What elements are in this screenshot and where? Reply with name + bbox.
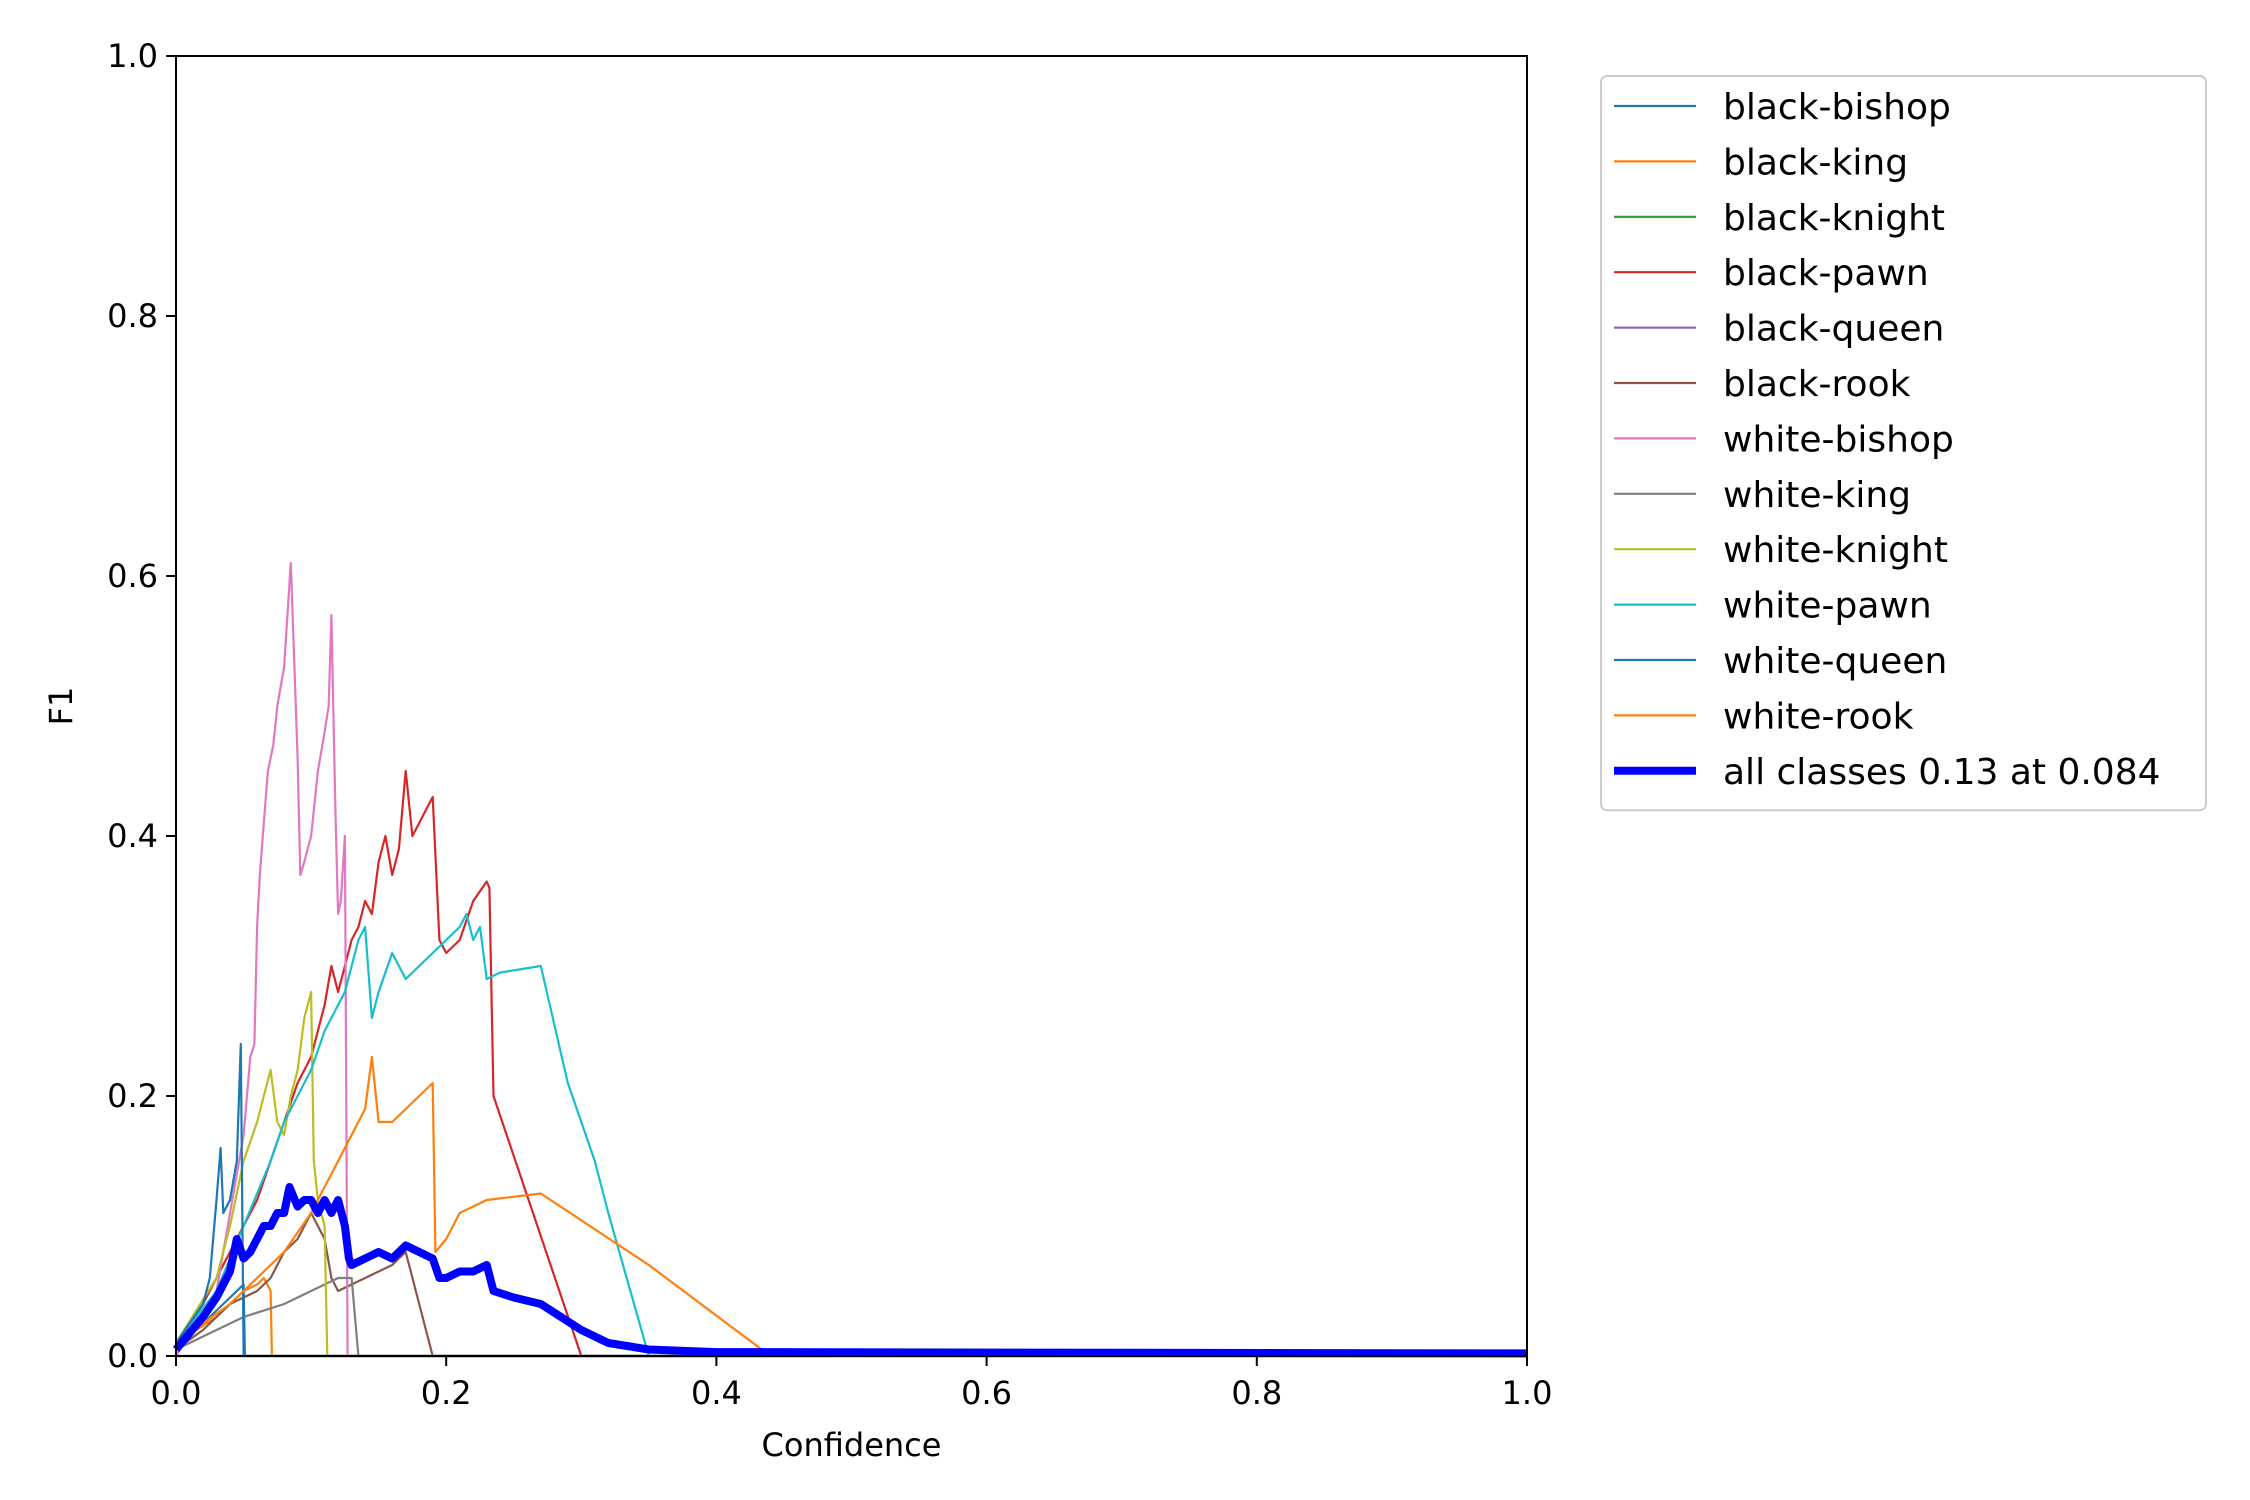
y-axis-label: F1 [42,687,80,726]
axes-layer: 0.0 0.2 0.4 0.6 0.8 1.0 0.0 0.2 0.4 0.6 0.8 1.0 [107,37,1552,1412]
legend-label: black-queen [1723,309,1944,350]
legend-label: black-king [1723,142,1908,183]
legend: black-bishop black-king black-knight black-… [1600,75,2207,812]
y-tick-label: 0.6 [107,557,158,595]
series-line-white-queen [175,1042,1527,1358]
legend-label: white-knight [1723,530,1948,571]
y-tick-label: 0.0 [107,1337,158,1375]
series-line-white-pawn [175,912,1527,1358]
legend-label: black-rook [1723,364,1911,405]
series-line-white-king [175,1276,1527,1358]
series-line-all-classes [172,1183,1528,1358]
x-tick-label: 0.0 [151,1374,202,1412]
legend-label: black-knight [1723,198,1945,239]
x-tick-label: 1.0 [1502,1374,1553,1412]
legend-label: white-rook [1723,696,1914,737]
y-tick-label: 0.8 [107,297,158,335]
series-line-black-pawn [175,769,1527,1358]
legend-label: black-pawn [1723,253,1929,294]
series-line-white-rook [175,1055,1527,1358]
y-tick-label: 1.0 [107,37,158,75]
legend-label: white-bishop [1723,419,1954,460]
legend-label: white-queen [1723,641,1947,682]
legend-label: white-king [1723,475,1911,516]
x-tick-label: 0.6 [961,1374,1012,1412]
x-tick-label: 0.2 [421,1374,472,1412]
legend-label: black-bishop [1723,87,1951,128]
series-line-black-rook [175,1211,1527,1358]
x-tick-label: 0.8 [1231,1374,1282,1412]
y-tick-label: 0.2 [107,1077,158,1115]
legend-label: white-pawn [1723,586,1932,627]
plot-frame [175,55,1528,1357]
series-line-white-bishop [175,561,1527,1358]
y-tick-label: 0.4 [107,817,158,855]
x-axis-label: Confidence [762,1426,942,1464]
x-tick-label: 0.4 [691,1374,742,1412]
legend-label: all classes 0.13 at 0.084 [1723,752,2161,793]
legend-box [1600,75,2207,812]
